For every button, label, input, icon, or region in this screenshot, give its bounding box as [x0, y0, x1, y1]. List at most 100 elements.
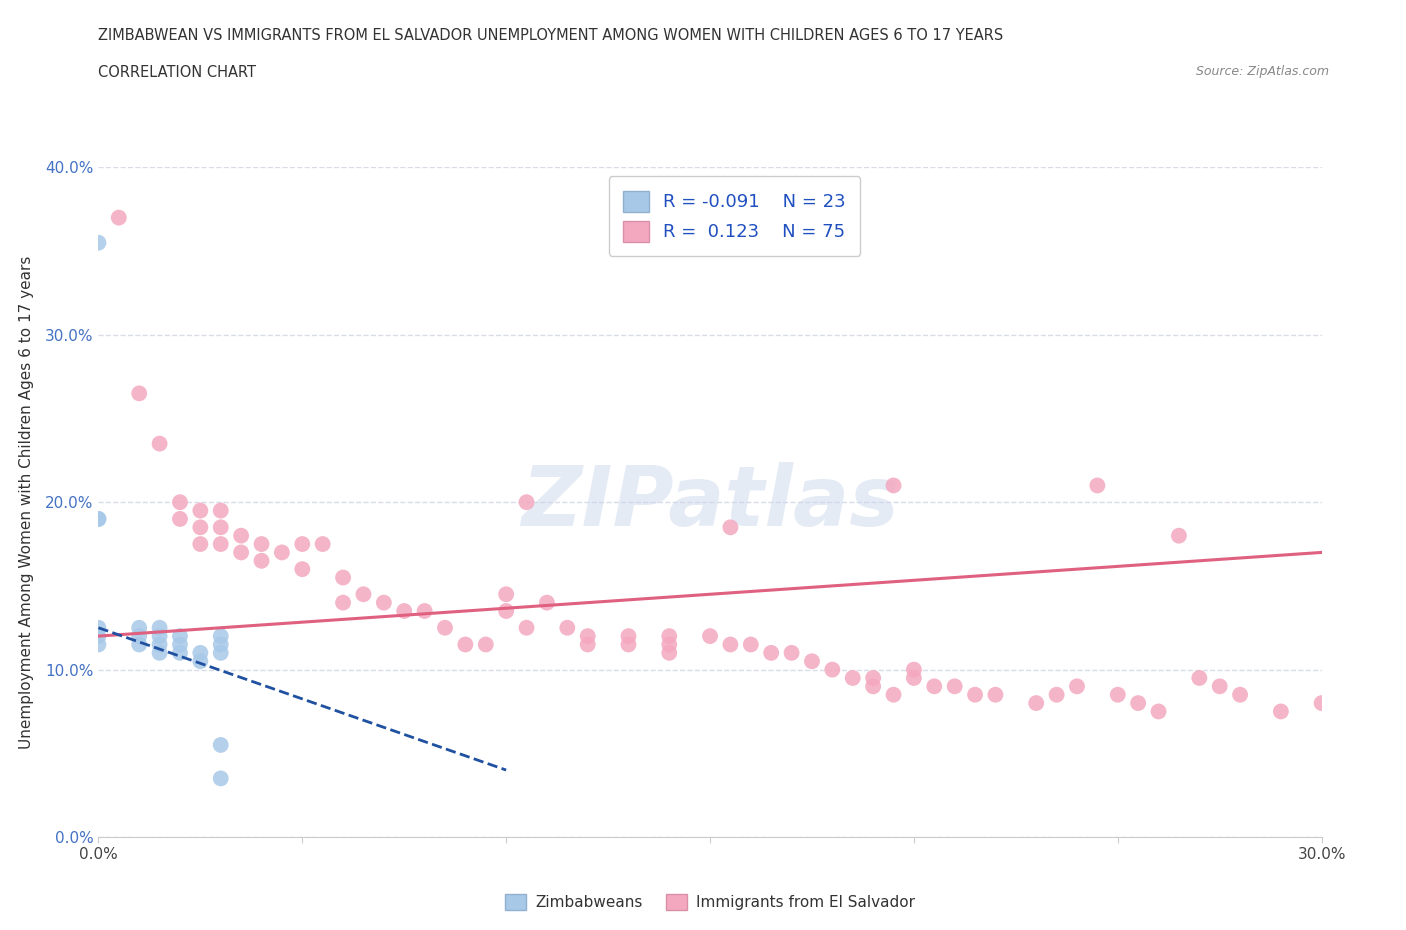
Point [149, 436, 172, 451]
Point [617, 629, 640, 644]
Point [87, 512, 110, 526]
Point [699, 629, 721, 644]
Point [108, 210, 131, 225]
Point [250, 537, 273, 551]
Point [943, 679, 966, 694]
Point [922, 679, 945, 694]
Point [516, 620, 538, 635]
Point [718, 637, 742, 652]
Point [128, 386, 150, 401]
Point [495, 604, 517, 618]
Point [903, 662, 925, 677]
Point [332, 570, 354, 585]
Point [312, 537, 335, 551]
Point [250, 553, 273, 568]
Point [1147, 704, 1170, 719]
Point [188, 503, 212, 518]
Point [576, 629, 599, 644]
Point [149, 629, 172, 644]
Point [821, 662, 844, 677]
Point [1167, 528, 1189, 543]
Point [209, 537, 232, 551]
Point [883, 687, 905, 702]
Point [658, 637, 681, 652]
Point [169, 629, 191, 644]
Point [1270, 704, 1292, 719]
Point [862, 679, 884, 694]
Point [149, 645, 172, 660]
Point [373, 595, 395, 610]
Point [209, 637, 232, 652]
Point [801, 654, 824, 669]
Point [87, 512, 110, 526]
Point [1229, 687, 1251, 702]
Point [495, 587, 517, 602]
Point [291, 562, 314, 577]
Point [169, 645, 191, 660]
Point [169, 637, 191, 652]
Point [761, 645, 783, 660]
Point [188, 520, 212, 535]
Point [87, 629, 110, 644]
Point [209, 737, 232, 752]
Point [291, 537, 314, 551]
Point [169, 495, 191, 510]
Point [903, 671, 925, 685]
Point [780, 645, 803, 660]
Point [718, 520, 742, 535]
Legend: Zimbabweans, Immigrants from El Salvador: Zimbabweans, Immigrants from El Salvador [499, 888, 921, 916]
Point [536, 595, 558, 610]
Point [209, 503, 232, 518]
Point [658, 645, 681, 660]
Point [841, 671, 863, 685]
Point [332, 595, 354, 610]
Text: ZIMBABWEAN VS IMMIGRANTS FROM EL SALVADOR UNEMPLOYMENT AMONG WOMEN WITH CHILDREN: ZIMBABWEAN VS IMMIGRANTS FROM EL SALVADO… [98, 28, 1004, 43]
Text: CORRELATION CHART: CORRELATION CHART [98, 65, 256, 80]
Point [188, 654, 212, 669]
Point [270, 545, 294, 560]
Point [1128, 696, 1150, 711]
Point [984, 687, 1007, 702]
Point [209, 520, 232, 535]
Text: ZIPatlas: ZIPatlas [522, 461, 898, 543]
Point [209, 629, 232, 644]
Point [188, 537, 212, 551]
Point [658, 629, 681, 644]
Point [1107, 687, 1129, 702]
Point [454, 637, 477, 652]
Point [169, 512, 191, 526]
Point [1188, 671, 1211, 685]
Point [352, 587, 374, 602]
Point [128, 629, 150, 644]
Point [1085, 478, 1108, 493]
Point [1209, 679, 1232, 694]
Point [1025, 696, 1047, 711]
Point [862, 671, 884, 685]
Point [740, 637, 762, 652]
Y-axis label: Unemployment Among Women with Children Ages 6 to 17 years: Unemployment Among Women with Children A… [18, 256, 34, 749]
Point [1045, 687, 1069, 702]
Point [231, 545, 253, 560]
Point [128, 637, 150, 652]
Point [149, 637, 172, 652]
Point [413, 604, 436, 618]
Point [128, 620, 150, 635]
Point [87, 235, 110, 250]
Point [209, 645, 232, 660]
Point [149, 620, 172, 635]
Point [87, 620, 110, 635]
Point [392, 604, 416, 618]
Point [617, 637, 640, 652]
Point [576, 637, 599, 652]
Point [1310, 696, 1333, 711]
Point [434, 620, 457, 635]
Point [1066, 679, 1088, 694]
Text: Source: ZipAtlas.com: Source: ZipAtlas.com [1195, 65, 1329, 78]
Point [516, 495, 538, 510]
Point [188, 645, 212, 660]
Point [231, 528, 253, 543]
Point [87, 637, 110, 652]
Point [474, 637, 498, 652]
Point [555, 620, 579, 635]
Point [965, 687, 987, 702]
